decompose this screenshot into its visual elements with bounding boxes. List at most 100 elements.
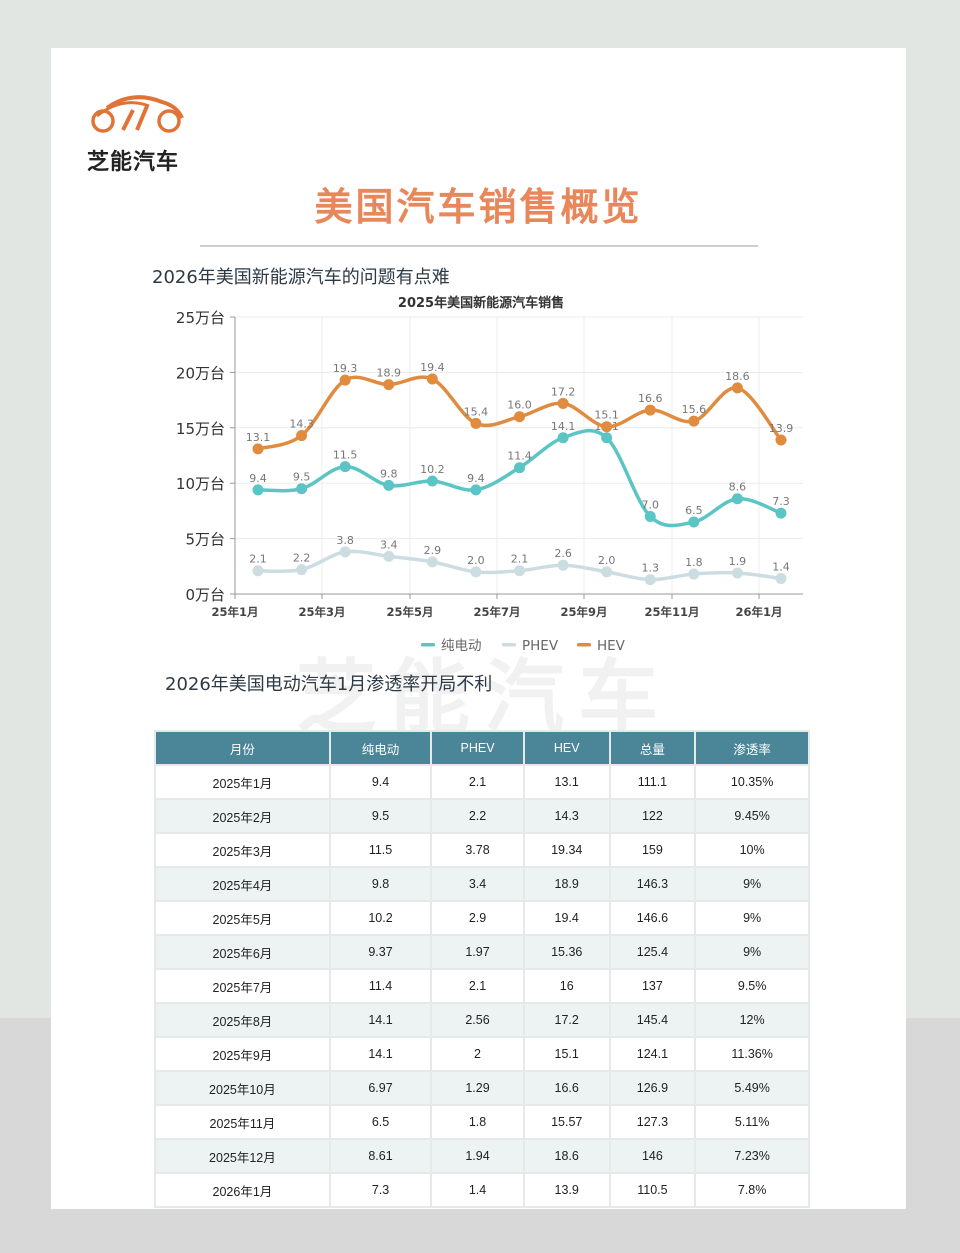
data-point[interactable] [426, 475, 438, 487]
data-point[interactable] [688, 568, 700, 580]
data-point[interactable] [601, 421, 613, 433]
data-point[interactable] [557, 432, 569, 444]
data-point[interactable] [557, 397, 569, 409]
data-point[interactable] [470, 566, 482, 578]
data-point[interactable] [514, 565, 525, 577]
data-label: 2.0 [598, 554, 616, 567]
table-cell: 146.3 [610, 868, 695, 900]
data-point[interactable] [252, 443, 264, 455]
data-point[interactable] [514, 411, 525, 423]
table-cell: 18.9 [524, 868, 609, 900]
data-point[interactable] [775, 572, 787, 584]
table-row: 2026年1月 7.3 1.4 13.9 110.5 7.8% [156, 1174, 808, 1206]
data-label: 3.4 [380, 538, 398, 551]
section-heading-table: 2026年美国电动汽车1月渗透率开局不利 [165, 674, 493, 695]
data-point[interactable] [296, 483, 308, 495]
data-point[interactable] [775, 507, 787, 519]
data-label: 18.9 [377, 367, 402, 380]
table-cell: 1.94 [432, 1140, 523, 1172]
x-tick-label: 26年1月 [735, 605, 782, 619]
data-label: 13.1 [246, 431, 271, 444]
data-point[interactable] [426, 556, 438, 568]
x-tick-label: 25年11月 [644, 605, 699, 619]
series-HEV: 13.1 14.3 19.3 18.9 19.4 15.4 16.0 17.2 15.1 16.6… [246, 361, 793, 455]
data-point[interactable] [252, 565, 264, 577]
data-point[interactable] [426, 373, 438, 385]
data-point[interactable] [339, 546, 351, 558]
table-row: 2025年1月 9.4 2.1 13.1 111.1 10.35% [156, 766, 808, 798]
data-label: 16.6 [638, 392, 663, 405]
table-row: 2025年5月 10.2 2.9 19.4 146.6 9% [156, 902, 808, 934]
data-label: 14.1 [551, 420, 576, 433]
x-tick-label: 25年1月 [211, 605, 258, 619]
car-logo-icon [91, 95, 184, 133]
table-cell: 2025年2月 [156, 800, 329, 832]
legend-label[interactable]: HEV [597, 638, 626, 654]
data-label: 2.6 [554, 547, 572, 560]
table-cell: 2.1 [432, 766, 523, 798]
data-label: 2.9 [424, 544, 442, 557]
table-cell: 11.4 [330, 970, 431, 1002]
y-tick-label: 5万台 [185, 531, 225, 549]
table-cell: 159 [610, 834, 695, 866]
data-point[interactable] [296, 564, 308, 576]
table-cell: 6.97 [330, 1072, 431, 1104]
data-point[interactable] [252, 484, 264, 496]
table-cell: 2025年9月 [156, 1038, 329, 1070]
data-point[interactable] [601, 432, 613, 444]
table-cell: 2 [432, 1038, 523, 1070]
data-point[interactable] [383, 379, 395, 391]
data-point[interactable] [339, 461, 351, 473]
watermark: 芝能汽车 [296, 651, 672, 744]
legend-label[interactable]: 纯电动 [441, 638, 482, 654]
data-point[interactable] [339, 374, 351, 386]
page-title: 美国汽车销售概览 [314, 185, 643, 229]
data-point[interactable] [514, 462, 525, 474]
table-cell: 9% [696, 868, 808, 900]
table-cell: 1.4 [432, 1174, 523, 1206]
data-point[interactable] [731, 382, 743, 394]
data-point[interactable] [644, 510, 656, 522]
data-label: 3.8 [336, 534, 354, 547]
table-cell: 16 [524, 970, 609, 1002]
data-point[interactable] [775, 434, 787, 446]
data-label: 16.0 [507, 399, 532, 412]
data-point[interactable] [731, 567, 743, 579]
data-label: 11.4 [507, 450, 532, 463]
data-point[interactable] [601, 566, 613, 578]
data-point[interactable] [688, 415, 700, 427]
y-tick-label: 25万台 [176, 309, 225, 327]
table-cell: 11.36% [696, 1038, 808, 1070]
data-point[interactable] [383, 479, 395, 491]
table-cell: 9% [696, 936, 808, 968]
data-point[interactable] [557, 559, 569, 571]
data-label: 9.8 [380, 467, 398, 480]
data-point[interactable] [470, 484, 482, 496]
data-point[interactable] [731, 493, 743, 505]
table-cell: 146 [610, 1140, 695, 1172]
x-tick-label: 25年5月 [386, 605, 433, 619]
legend-swatch-icon [577, 643, 591, 647]
table-header-row: 月份 纯电动 PHEV HEV 总量 渗透率 [156, 732, 808, 764]
column-header: HEV [524, 732, 609, 764]
data-point[interactable] [644, 574, 656, 586]
legend-label[interactable]: PHEV [522, 638, 559, 654]
legend-swatch-icon [502, 643, 516, 647]
table-cell: 2025年1月 [156, 766, 329, 798]
data-label: 15.1 [594, 409, 619, 422]
data-point[interactable] [688, 516, 700, 528]
table-cell: 2025年7月 [156, 970, 329, 1002]
table-cell: 15.1 [524, 1038, 609, 1070]
data-label: 1.8 [685, 556, 703, 569]
table-cell: 110.5 [610, 1174, 695, 1206]
data-point[interactable] [644, 404, 656, 416]
data-label: 11.5 [333, 449, 358, 462]
table-cell: 145.4 [610, 1004, 695, 1036]
table-cell: 3.4 [432, 868, 523, 900]
data-label: 1.4 [772, 560, 790, 573]
data-label: 19.4 [420, 361, 445, 374]
data-point[interactable] [383, 550, 395, 562]
data-point[interactable] [470, 417, 482, 429]
data-point[interactable] [296, 430, 308, 442]
table-cell: 2.56 [432, 1004, 523, 1036]
